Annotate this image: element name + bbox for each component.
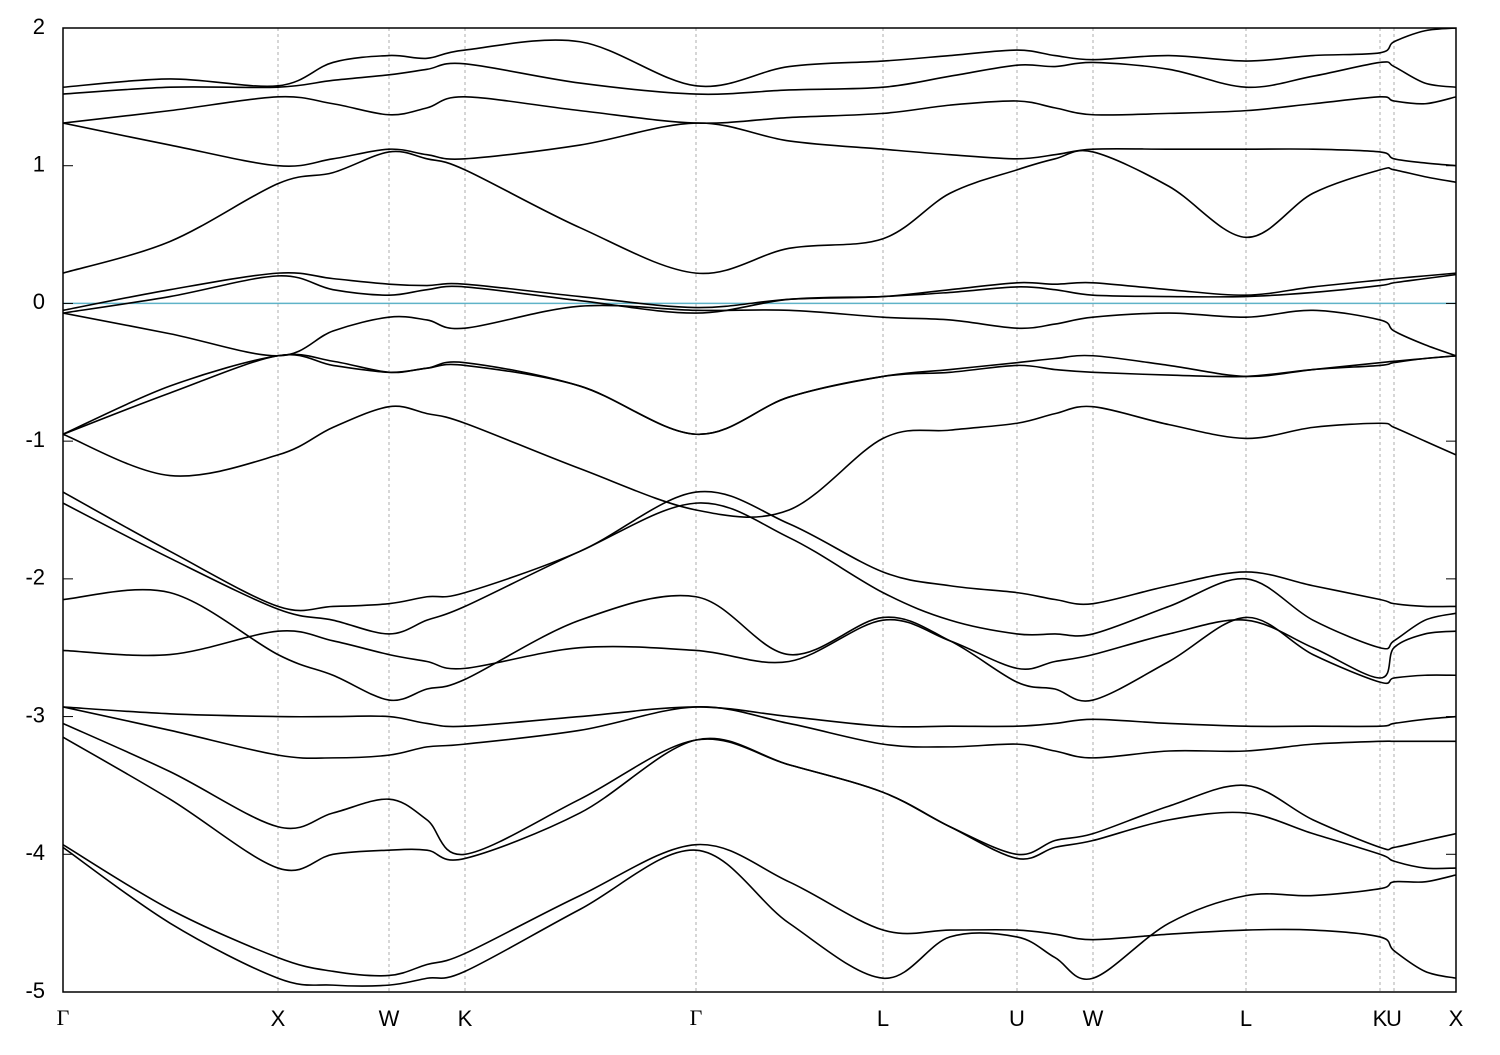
y-tick-label: -5 <box>25 978 45 1003</box>
bands <box>63 28 1456 987</box>
band-line <box>63 706 1456 728</box>
band-line <box>63 95 1456 124</box>
x-tick-label: Γ <box>57 1005 70 1030</box>
band-line <box>63 28 1456 89</box>
x-tick-label: X <box>1449 1006 1464 1031</box>
grid <box>62 28 1457 992</box>
band-line <box>63 722 1456 856</box>
band-line <box>63 273 1456 314</box>
band-line <box>63 490 1456 612</box>
x-tick-label: U <box>1386 1006 1402 1031</box>
band-line <box>63 61 1456 96</box>
band-line <box>63 405 1456 518</box>
y-tick-label: -2 <box>25 565 45 590</box>
y-tick-label: -3 <box>25 702 45 727</box>
y-tick-label: 2 <box>33 14 45 39</box>
band-line <box>63 149 1456 275</box>
y-tick-label: -4 <box>25 840 45 865</box>
band-line <box>63 706 1456 760</box>
x-tick-label: L <box>1240 1006 1252 1031</box>
y-tick-label: -1 <box>25 427 45 452</box>
band-line <box>63 618 1456 679</box>
band-line <box>63 353 1456 436</box>
y-tick-label: 1 <box>33 152 45 177</box>
band-line <box>63 304 1456 357</box>
x-tick-label: X <box>271 1006 286 1031</box>
x-tick-label: U <box>1009 1006 1025 1031</box>
band-line <box>63 353 1456 436</box>
tick-labels: 210-1-2-3-4-5Γ X W K Γ L U W L KU X <box>25 14 1463 1031</box>
x-tick-label: K <box>458 1006 473 1031</box>
x-tick-label: W <box>1083 1006 1104 1031</box>
y-tick-label: 0 <box>33 289 45 314</box>
x-tick-label: K <box>1373 1006 1388 1031</box>
x-tick-label: W <box>379 1006 400 1031</box>
band-line <box>63 588 1456 702</box>
plot-frame <box>62 27 1457 993</box>
x-tick-label: Γ <box>690 1005 703 1030</box>
x-tick-label: L <box>877 1006 889 1031</box>
band-line <box>63 122 1456 167</box>
band-line <box>63 843 1456 980</box>
band-line <box>63 736 1456 872</box>
band-line <box>63 846 1456 987</box>
band-line <box>63 502 1456 650</box>
